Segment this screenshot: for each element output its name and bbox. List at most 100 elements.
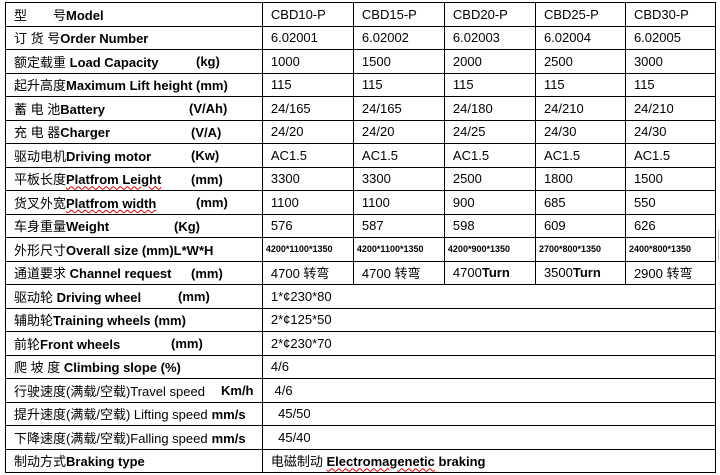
label-en: Driving wheel xyxy=(56,289,142,305)
label-cn: 货叉外宽 xyxy=(14,195,67,211)
table-row: 起升高度Maximum Lift height (mm) 115 115 115 115… xyxy=(5,72,717,97)
label-en: Model xyxy=(66,7,104,23)
label-cn: 前轮 xyxy=(14,336,41,352)
spec-label: 辅助轮Training wheels (mm) xyxy=(5,307,263,332)
spec-label: 驱动轮 Driving wheel (mm) xyxy=(5,284,263,309)
spec-value: AC1.5 xyxy=(352,143,445,168)
label-en: Braking type xyxy=(66,454,145,470)
spec-value: 3500Turn xyxy=(534,260,626,285)
spec-value: 6.02001 xyxy=(261,25,354,50)
label-cn: 制动方式 xyxy=(14,454,67,470)
spec-value: 115 xyxy=(261,72,354,97)
label-cn: 通道要求 xyxy=(14,266,67,282)
spec-value: CBD25-P xyxy=(534,2,626,27)
spec-value: 2400*800*1350 xyxy=(624,237,717,262)
spec-value: 115 xyxy=(443,72,536,97)
spec-label: 充 电 器Charger (V/A) xyxy=(5,119,263,144)
spec-value: 3000 xyxy=(624,49,717,74)
spec-value: 1100 xyxy=(261,190,354,215)
label-en: Front wheels xyxy=(40,336,121,352)
label-en: Climbing slope (%) xyxy=(60,360,181,376)
table-row: 前轮Front wheels (mm) 2*¢230*70 xyxy=(5,331,717,356)
spec-value: 24/20 xyxy=(261,119,354,144)
spec-label: 外形尺寸Overall size (mm)L*W*H xyxy=(5,237,263,262)
spec-value: 598 xyxy=(443,213,536,238)
spec-label: 制动方式Braking type xyxy=(5,448,263,473)
label-cn: 车身重量 xyxy=(14,219,67,235)
label-en: Driving motor xyxy=(66,148,152,164)
spec-value: 45/40 xyxy=(261,425,717,450)
spec-value: AC1.5 xyxy=(443,143,536,168)
spec-value: 2*¢230*70 xyxy=(261,331,717,356)
table-row: 额定载重 Load Capacity (kg) 1000 1500 2000 2500 30… xyxy=(5,49,717,74)
spec-value: 24/20 xyxy=(352,119,445,144)
label-cn: 平板长度 xyxy=(14,172,67,188)
label-cn: 蓄 电 池 xyxy=(14,101,61,117)
label-cn: 下降速度(满载/空载)Falling speed xyxy=(14,430,208,446)
table-row: 爬 坡 度 Climbing slope (%) 4/6 xyxy=(5,354,717,379)
spec-label: 行驶速度(满载/空载)Travel speed Km/h xyxy=(5,378,263,403)
spec-value: AC1.5 xyxy=(624,143,717,168)
spec-label: 订 货 号Order Number xyxy=(5,25,263,50)
label-cn: 起升高度 xyxy=(14,78,67,94)
label-en: Overall size (mm)L*W*H xyxy=(66,242,214,258)
spec-label: 下降速度(满载/空载)Falling speed mm/s xyxy=(5,425,263,450)
label-unit: (Kw) xyxy=(191,148,220,163)
spec-value: 24/30 xyxy=(534,119,626,144)
spec-value: 1800 xyxy=(534,166,626,191)
spec-value: 900 xyxy=(443,190,536,215)
spec-value: 24/30 xyxy=(624,119,717,144)
label-cn: 订 货 号 xyxy=(14,31,61,47)
table-row: 通道要求 Channel request (mm) 4700 转弯 4700 转弯 47… xyxy=(5,260,717,285)
label-cn: 驱动电机 xyxy=(14,148,67,164)
spec-value: 3300 xyxy=(352,166,445,191)
spec-value: 4/6 xyxy=(261,378,717,403)
spec-value: 24/165 xyxy=(261,96,354,121)
spec-value: AC1.5 xyxy=(261,143,354,168)
spec-value: 24/25 xyxy=(443,119,536,144)
table-row: 下降速度(满载/空载)Falling speed mm/s 45/40 xyxy=(5,425,717,450)
spec-value: 1000 xyxy=(261,49,354,74)
spec-label: 起升高度Maximum Lift height (mm) xyxy=(5,72,263,97)
spec-value: CBD10-P xyxy=(261,2,354,27)
spec-value: 24/180 xyxy=(443,96,536,121)
spec-value: 2000 xyxy=(443,49,536,74)
spec-value: 1100 xyxy=(352,190,445,215)
label-en: mm/s xyxy=(211,430,246,446)
label-unit: (mm) xyxy=(171,336,203,351)
table-row: 辅助轮Training wheels (mm) 2*¢125*50 xyxy=(5,307,717,332)
spec-label: 提升速度(满载/空载) Lifting speed mm/s xyxy=(5,401,263,426)
spec-value: 24/210 xyxy=(534,96,626,121)
label-unit: (mm) xyxy=(191,265,223,281)
value-en: Electromagenetic braking xyxy=(326,454,486,470)
spec-label: 驱动电机Driving motor (Kw) xyxy=(5,143,263,168)
spec-label: 平板长度Platfrom Leight (mm) xyxy=(5,166,263,191)
label-en: Order Number xyxy=(60,31,149,47)
label-en: Load Capacity xyxy=(66,54,159,70)
table-row: 驱动轮 Driving wheel (mm) 1*¢230*80 xyxy=(5,284,717,309)
spec-label: 额定载重 Load Capacity (kg) xyxy=(5,49,263,74)
spec-value: CBD20-P xyxy=(443,2,536,27)
label-cn: 提升速度(满载/空载) Lifting speed xyxy=(14,407,208,423)
spec-value: 4700 转弯 xyxy=(261,260,354,285)
spec-value: 24/165 xyxy=(352,96,445,121)
table-row: 货叉外宽Platfrom width (mm) 1100 1100 900 685 550 xyxy=(5,190,717,215)
spec-label: 货叉外宽Platfrom width (mm) xyxy=(5,190,263,215)
spec-value: 1*¢230*80 xyxy=(261,284,717,309)
spec-value: 2900 转弯 xyxy=(624,260,717,285)
label-en: mm/s xyxy=(211,407,246,423)
spec-value: 6.02004 xyxy=(534,25,626,50)
spec-value: 1500 xyxy=(352,49,445,74)
spec-value: 4/6 xyxy=(261,354,717,379)
spec-value: 24/210 xyxy=(624,96,717,121)
spec-value: 685 xyxy=(534,190,626,215)
spec-value: 4200*1100*1350 xyxy=(261,237,354,262)
label-en: Battery xyxy=(60,101,106,117)
spec-value: 115 xyxy=(352,72,445,97)
label-en: Training wheels (mm) xyxy=(53,313,186,329)
spec-value: 6.02002 xyxy=(352,25,445,50)
spec-value: 4200*1100*1350 xyxy=(352,237,445,262)
spec-label: 型 号Model xyxy=(5,2,263,27)
label-cn: 爬 坡 度 xyxy=(14,360,61,376)
table-row: 车身重量Weight (Kg) 576 587 598 609 626 xyxy=(5,213,717,238)
